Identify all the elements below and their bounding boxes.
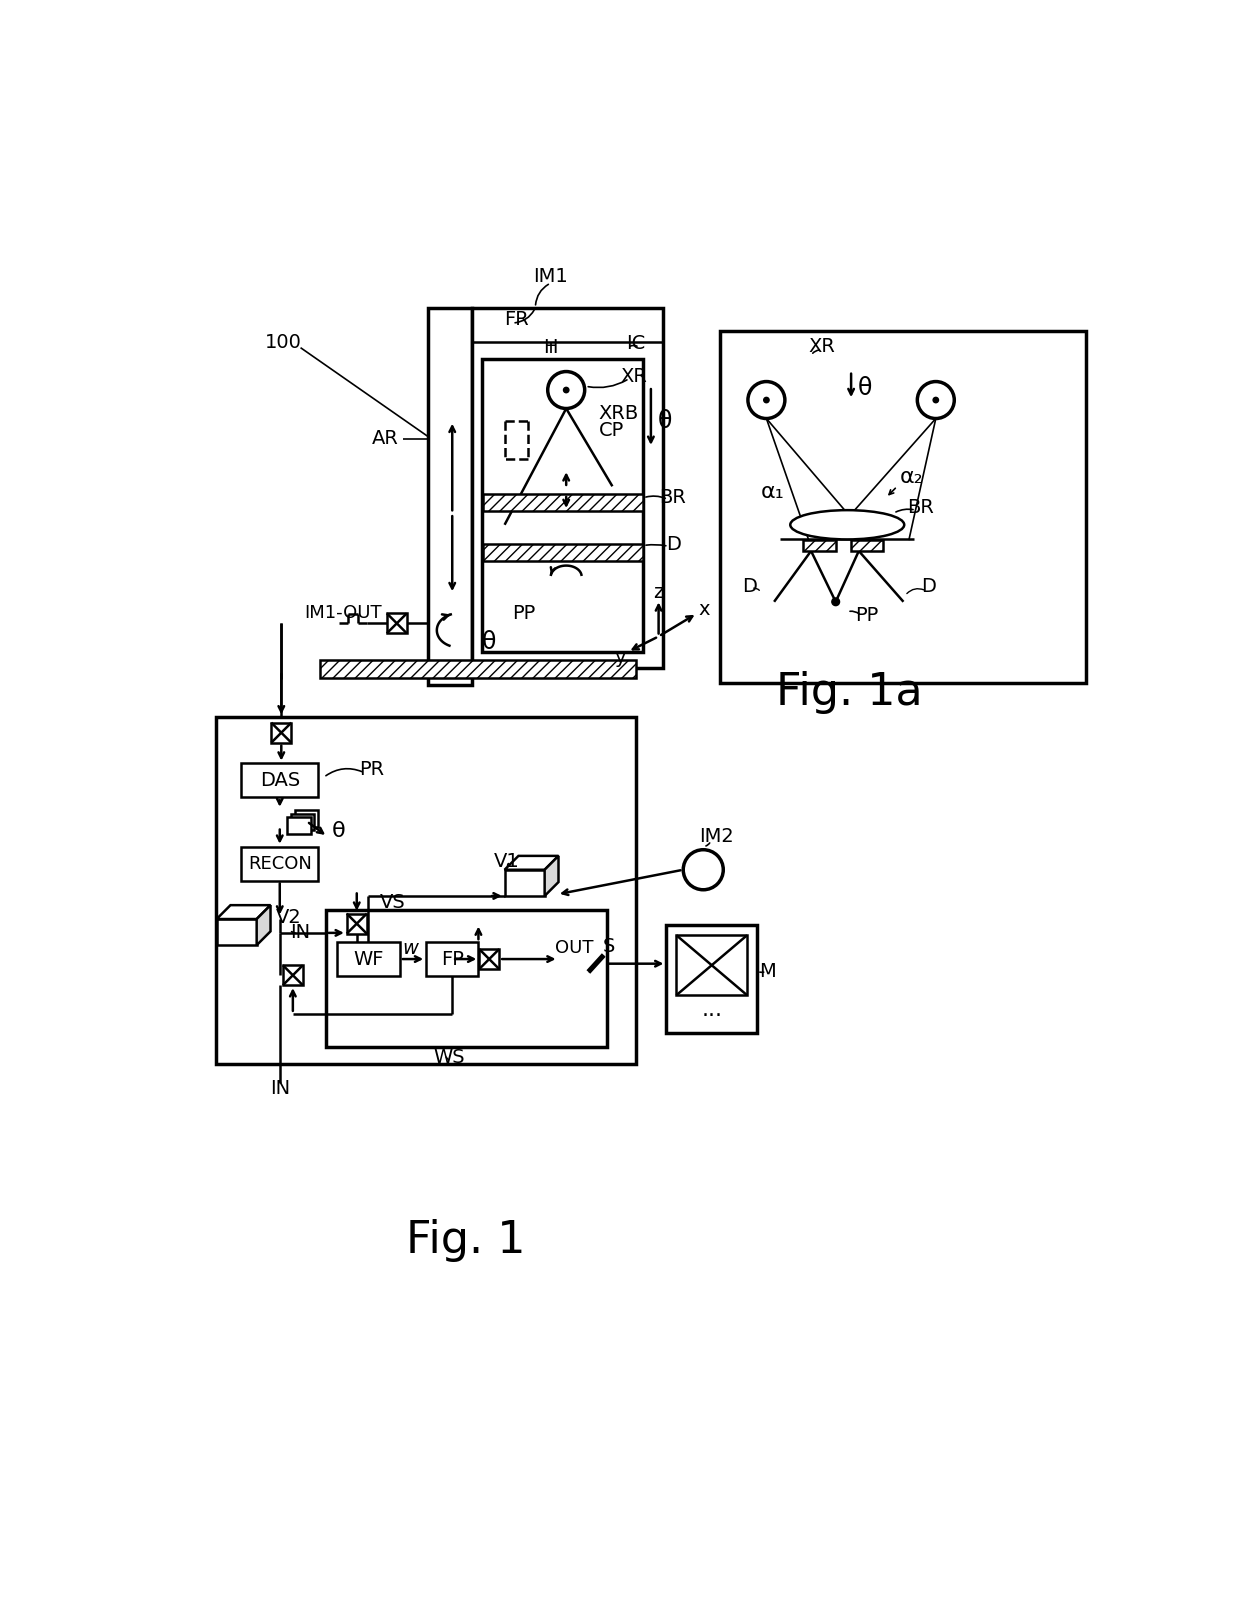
Bar xyxy=(272,723,291,742)
Bar xyxy=(347,914,367,933)
Bar xyxy=(676,935,748,996)
Polygon shape xyxy=(544,855,558,896)
Circle shape xyxy=(563,387,569,392)
Text: IM1-OUT: IM1-OUT xyxy=(304,604,382,623)
Text: H: H xyxy=(543,339,558,357)
Text: M: M xyxy=(760,962,776,981)
Text: w: w xyxy=(402,939,418,957)
Bar xyxy=(666,925,758,1033)
Bar xyxy=(387,613,407,633)
Bar xyxy=(216,717,635,1064)
Text: S: S xyxy=(603,938,615,955)
Text: IM1: IM1 xyxy=(533,268,568,286)
Text: VS: VS xyxy=(381,893,405,912)
Circle shape xyxy=(548,371,585,408)
Polygon shape xyxy=(505,855,558,870)
Bar xyxy=(283,965,303,985)
Text: PP: PP xyxy=(512,604,536,623)
Text: BR: BR xyxy=(906,499,934,518)
Text: θ: θ xyxy=(332,822,346,841)
Text: PP: PP xyxy=(854,607,878,625)
Text: OUT: OUT xyxy=(554,939,593,957)
Text: θ: θ xyxy=(858,376,872,400)
Text: WS: WS xyxy=(433,1047,465,1067)
Bar xyxy=(217,918,257,946)
Circle shape xyxy=(918,381,955,418)
Text: PR: PR xyxy=(360,760,384,780)
Text: θ: θ xyxy=(657,408,672,433)
Bar xyxy=(242,763,319,797)
Text: D: D xyxy=(742,576,756,596)
Bar xyxy=(720,331,1086,683)
Text: DAS: DAS xyxy=(259,771,300,789)
Circle shape xyxy=(934,397,939,404)
Text: IN: IN xyxy=(290,923,310,943)
Text: V2: V2 xyxy=(277,909,301,926)
Ellipse shape xyxy=(790,510,904,539)
Text: BR: BR xyxy=(658,489,686,507)
Bar xyxy=(428,308,472,684)
Bar xyxy=(320,660,635,678)
Bar xyxy=(481,360,644,652)
Text: Fig. 1: Fig. 1 xyxy=(407,1220,526,1262)
Circle shape xyxy=(832,597,839,605)
Bar xyxy=(505,870,544,896)
Bar xyxy=(484,544,644,562)
Text: α₁: α₁ xyxy=(760,483,785,502)
Text: RECON: RECON xyxy=(248,854,311,873)
Circle shape xyxy=(748,381,785,418)
Text: z: z xyxy=(653,583,663,602)
Text: ...: ... xyxy=(702,1001,722,1020)
Text: FR: FR xyxy=(503,310,528,329)
Text: Fig. 1a: Fig. 1a xyxy=(776,671,923,713)
Bar xyxy=(851,541,883,550)
Text: y: y xyxy=(614,649,626,668)
Text: IM2: IM2 xyxy=(699,826,734,846)
Text: IC: IC xyxy=(626,334,645,353)
Text: V1: V1 xyxy=(494,852,520,872)
Bar xyxy=(479,949,500,968)
Bar xyxy=(242,847,319,881)
Text: CP: CP xyxy=(599,421,624,441)
Text: XR: XR xyxy=(620,366,647,386)
Text: FP: FP xyxy=(440,949,464,968)
Polygon shape xyxy=(217,905,270,918)
Bar xyxy=(472,308,663,668)
Text: XR: XR xyxy=(808,337,836,355)
Bar xyxy=(288,817,310,834)
Bar xyxy=(326,910,608,1047)
Text: D: D xyxy=(667,534,682,554)
Bar xyxy=(804,541,836,550)
Circle shape xyxy=(764,397,769,404)
Bar xyxy=(427,943,479,976)
Text: AR: AR xyxy=(372,429,399,449)
Polygon shape xyxy=(257,905,270,946)
Text: x: x xyxy=(698,600,709,620)
Circle shape xyxy=(683,849,723,889)
Bar xyxy=(337,943,399,976)
Bar xyxy=(484,494,644,512)
Bar xyxy=(291,813,315,831)
Text: XRB: XRB xyxy=(599,404,639,423)
Bar xyxy=(295,810,319,826)
Text: 100: 100 xyxy=(264,332,301,352)
Text: α₂: α₂ xyxy=(899,466,923,487)
Text: D: D xyxy=(920,576,935,596)
Text: θ: θ xyxy=(482,629,496,654)
Text: IN: IN xyxy=(269,1078,290,1098)
Text: WF: WF xyxy=(353,949,383,968)
